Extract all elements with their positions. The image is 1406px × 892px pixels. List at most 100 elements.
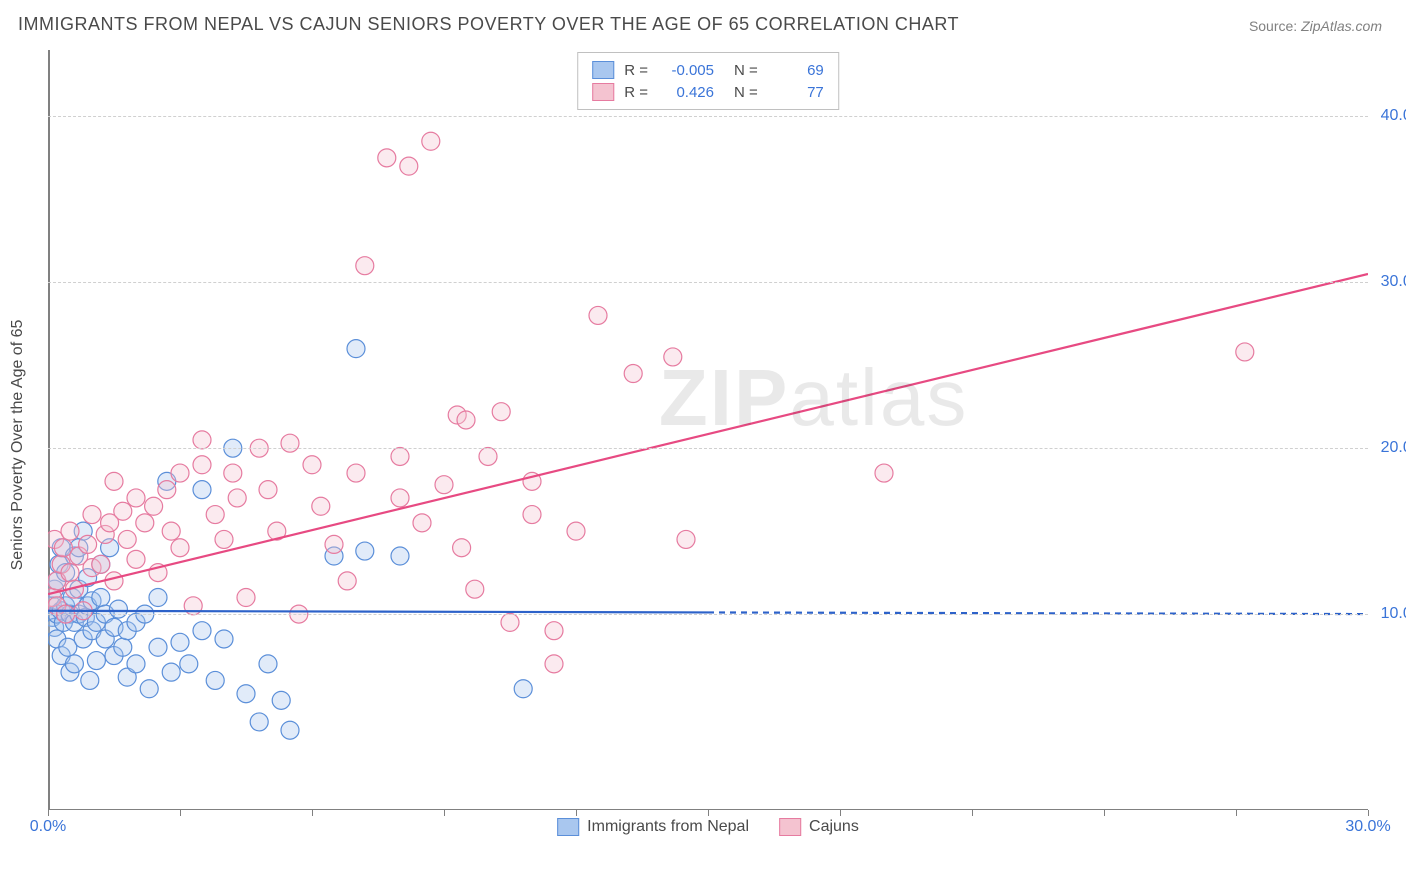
nepal-point [180, 655, 198, 673]
cajun-point [545, 622, 563, 640]
x-tick-label: 30.0% [1345, 818, 1390, 836]
cajun-point [391, 447, 409, 465]
n-label: N = [734, 62, 758, 79]
legend-correlation: R =-0.005N =69R =0.426N =77 [577, 52, 839, 110]
n-value: 69 [768, 62, 824, 79]
nepal-point [272, 691, 290, 709]
nepal-point [237, 685, 255, 703]
x-tick [1236, 810, 1237, 816]
n-label: N = [734, 84, 758, 101]
legend-series: Immigrants from Nepal Cajuns [557, 818, 859, 836]
nepal-point [259, 655, 277, 673]
legend-label: Cajuns [809, 818, 859, 836]
nepal-point [356, 542, 374, 560]
cajun-point [312, 497, 330, 515]
legend-row-nepal: R =-0.005N =69 [592, 59, 824, 81]
nepal-point [140, 680, 158, 698]
cajun-point [79, 535, 97, 553]
cajun-point [114, 502, 132, 520]
cajun-point [378, 149, 396, 167]
nepal-point [114, 638, 132, 656]
nepal-swatch [557, 818, 579, 836]
cajun-point [435, 476, 453, 494]
cajun-trendline [48, 274, 1368, 594]
cajun-point [105, 472, 123, 490]
cajun-point [171, 464, 189, 482]
x-tick [312, 810, 313, 816]
gridline [48, 448, 1368, 449]
nepal-point [171, 633, 189, 651]
cajun-point [1236, 343, 1254, 361]
cajun-point [422, 132, 440, 150]
cajun-point [118, 530, 136, 548]
legend-label: Immigrants from Nepal [587, 818, 749, 836]
cajun-point [61, 522, 79, 540]
x-tick [180, 810, 181, 816]
r-value: 0.426 [658, 84, 714, 101]
x-tick [1368, 810, 1369, 816]
chart-area: Seniors Poverty Over the Age of 65 ZIPat… [48, 50, 1368, 840]
cajun-point [193, 456, 211, 474]
cajun-point [206, 506, 224, 524]
nepal-point [206, 671, 224, 689]
cajun-point [589, 306, 607, 324]
y-tick-label: 30.0% [1381, 273, 1406, 291]
nepal-point [87, 652, 105, 670]
y-tick-label: 10.0% [1381, 605, 1406, 623]
nepal-point [514, 680, 532, 698]
cajun-point [171, 539, 189, 557]
cajun-point [92, 555, 110, 573]
nepal-point [162, 663, 180, 681]
cajun-point [325, 535, 343, 553]
gridline [48, 614, 1368, 615]
cajun-swatch [592, 83, 614, 101]
nepal-swatch [592, 61, 614, 79]
nepal-point [281, 721, 299, 739]
cajun-point [228, 489, 246, 507]
cajun-point [224, 464, 242, 482]
nepal-point [250, 713, 268, 731]
cajun-point [127, 550, 145, 568]
x-tick [444, 810, 445, 816]
cajun-point [413, 514, 431, 532]
gridline [48, 116, 1368, 117]
cajun-point [523, 506, 541, 524]
cajun-point [492, 403, 510, 421]
cajun-point [61, 564, 79, 582]
nepal-point [391, 547, 409, 565]
nepal-point [65, 655, 83, 673]
r-label: R = [624, 84, 648, 101]
scatter-svg [48, 50, 1368, 810]
cajun-point [479, 447, 497, 465]
nepal-point [149, 638, 167, 656]
cajun-point [215, 530, 233, 548]
x-tick [1104, 810, 1105, 816]
cajun-point [136, 514, 154, 532]
nepal-point [127, 655, 145, 673]
cajun-point [193, 431, 211, 449]
nepal-point [109, 600, 127, 618]
chart-title: IMMIGRANTS FROM NEPAL VS CAJUN SENIORS P… [18, 14, 959, 35]
cajun-point [567, 522, 585, 540]
nepal-point [347, 340, 365, 358]
x-tick [972, 810, 973, 816]
cajun-point [624, 365, 642, 383]
cajun-point [391, 489, 409, 507]
cajun-point [127, 489, 145, 507]
cajun-point [145, 497, 163, 515]
source-attribution: Source: ZipAtlas.com [1249, 18, 1382, 34]
cajun-point [83, 506, 101, 524]
x-tick [840, 810, 841, 816]
x-tick-label: 0.0% [30, 818, 66, 836]
nepal-point [81, 671, 99, 689]
cajun-point [545, 655, 563, 673]
cajun-point [664, 348, 682, 366]
cajun-point [400, 157, 418, 175]
cajun-point [259, 481, 277, 499]
r-label: R = [624, 62, 648, 79]
cajun-point [347, 464, 365, 482]
cajun-swatch [779, 818, 801, 836]
nepal-point [149, 589, 167, 607]
nepal-point [193, 481, 211, 499]
n-value: 77 [768, 84, 824, 101]
